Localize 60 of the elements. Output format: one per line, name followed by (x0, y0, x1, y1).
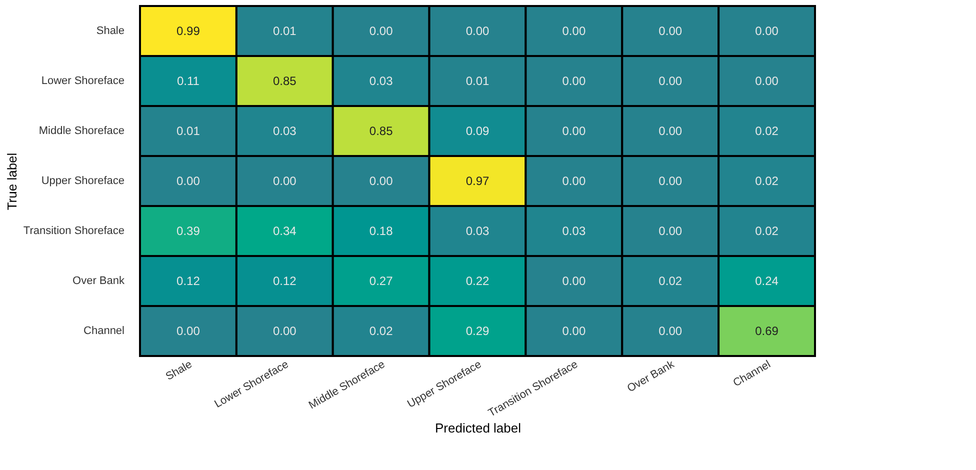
data-label: 0.00 (272, 174, 297, 188)
data-label: 0.00 (658, 174, 682, 188)
data-label: 0.00 (658, 124, 682, 138)
y-tick-label: Lower Shoreface (41, 75, 124, 87)
data-label: 0.97 (466, 174, 490, 188)
data-label: 0.01 (272, 24, 297, 38)
x-tick-label: Shale (164, 358, 194, 383)
data-label: 0.02 (658, 274, 682, 288)
data-label: 0.99 (176, 24, 200, 38)
data-label: 0.02 (755, 124, 779, 138)
data-label: 0.12 (272, 274, 297, 288)
data-label: 0.03 (562, 224, 586, 238)
x-axis-title: Predicted label (435, 420, 522, 436)
data-label: 0.00 (562, 24, 586, 38)
data-label: 0.85 (272, 74, 297, 88)
data-label: 0.00 (176, 324, 200, 338)
data-label: 0.00 (562, 174, 586, 188)
data-label: 0.69 (755, 324, 779, 338)
data-label: 0.39 (176, 224, 200, 238)
data-label: 0.09 (466, 124, 490, 138)
y-tick-label: Over Bank (72, 275, 125, 287)
data-label: 0.00 (562, 274, 586, 288)
y-tick-label: Middle Shoreface (38, 125, 124, 137)
data-label: 0.00 (562, 74, 586, 88)
data-label: 0.00 (658, 324, 682, 338)
data-label: 0.00 (369, 24, 394, 38)
y-tick-label: Shale (96, 25, 124, 37)
y-axis-title: True label (4, 152, 20, 210)
x-tick-label: Over Bank (625, 358, 677, 395)
y-tick-label: Upper Shoreface (41, 175, 124, 187)
data-label: 0.03 (466, 224, 490, 238)
data-label: 0.01 (176, 124, 200, 138)
data-label: 0.27 (369, 274, 394, 288)
data-label: 0.00 (176, 174, 200, 188)
data-label: 0.00 (658, 24, 682, 38)
data-label: 0.00 (369, 174, 394, 188)
data-label: 0.03 (272, 124, 297, 138)
data-label: 0.01 (466, 74, 490, 88)
data-label: 0.24 (755, 274, 779, 288)
data-label: 0.34 (272, 224, 297, 238)
data-label: 0.00 (658, 224, 682, 238)
data-label: 0.03 (369, 74, 394, 88)
data-label: 0.18 (369, 224, 394, 238)
data-label: 0.22 (466, 274, 490, 288)
y-tick-label: Transition Shoreface (23, 225, 124, 237)
data-label: 0.29 (466, 324, 490, 338)
data-label: 0.00 (466, 24, 490, 38)
data-label: 0.02 (755, 224, 779, 238)
data-label: 0.00 (562, 124, 586, 138)
data-label: 0.00 (272, 324, 297, 338)
data-label: 0.11 (176, 74, 200, 88)
data-label: 0.02 (369, 324, 394, 338)
data-label: 0.00 (755, 24, 779, 38)
data-label: 0.02 (755, 174, 779, 188)
data-label: 0.85 (369, 124, 394, 138)
y-tick-label: Channel (84, 325, 124, 337)
data-label: 0.00 (755, 74, 779, 88)
data-label: 0.12 (176, 274, 200, 288)
data-label: 0.00 (658, 74, 682, 88)
data-label: 0.00 (562, 324, 586, 338)
